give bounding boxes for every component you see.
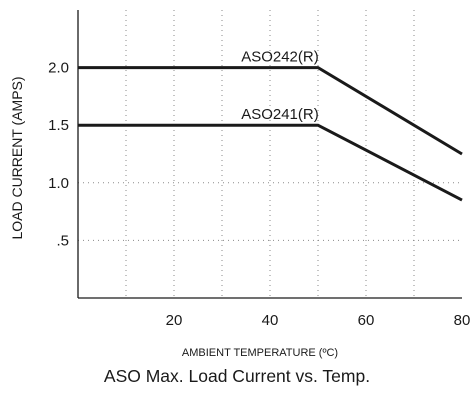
series-label-1: ASO241(R) <box>241 106 319 123</box>
x-tick-label: 40 <box>262 312 279 329</box>
x-tick-label: 80 <box>454 312 471 329</box>
axes <box>77 10 462 299</box>
series-line-0 <box>78 66 463 156</box>
x-axis-label: AMBIENT TEMPERATURE (ºC) <box>182 347 338 359</box>
series-group: ASO242(R) ASO241(R) <box>78 49 463 202</box>
series-line-1 <box>78 123 463 202</box>
grid <box>78 10 462 298</box>
y-tick-label: 1.5 <box>48 117 69 134</box>
tick-labels: 20 40 60 80 .5 1.0 1.5 2.0 <box>48 60 470 329</box>
x-tick-label: 20 <box>166 312 183 329</box>
chart-title: ASO Max. Load Current vs. Temp. <box>104 366 370 386</box>
y-axis-label: LOAD CURRENT (AMPS) <box>9 76 25 239</box>
series-label-0: ASO242(R) <box>241 49 319 66</box>
y-tick-label: .5 <box>56 232 69 249</box>
y-tick-label: 2.0 <box>48 60 69 77</box>
x-tick-label: 60 <box>358 312 375 329</box>
y-tick-label: 1.0 <box>48 175 69 192</box>
